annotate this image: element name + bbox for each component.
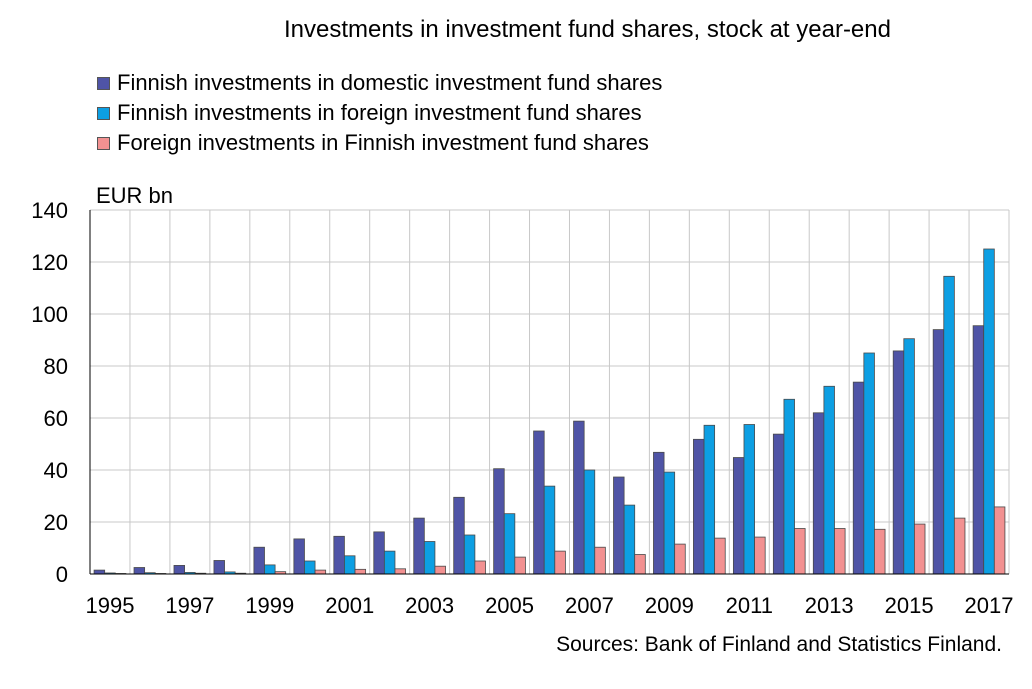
x-tick-label: 1997 bbox=[165, 593, 214, 618]
bar-2011-series-0 bbox=[733, 458, 744, 574]
bar-2008-series-1 bbox=[624, 505, 635, 574]
bar-2002-series-2 bbox=[395, 569, 406, 574]
bar-2012-series-1 bbox=[784, 399, 795, 574]
bar-2000-series-2 bbox=[315, 570, 326, 574]
bar-2001-series-2 bbox=[355, 569, 366, 574]
bar-2000-series-0 bbox=[294, 539, 305, 574]
x-tick-label: 1999 bbox=[245, 593, 294, 618]
y-tick-label: 100 bbox=[31, 302, 68, 327]
bar-2004-series-0 bbox=[454, 497, 465, 574]
bar-2003-series-0 bbox=[414, 518, 425, 574]
bar-2004-series-2 bbox=[475, 561, 486, 574]
bar-2014-series-2 bbox=[874, 529, 885, 574]
bar-2006-series-1 bbox=[544, 486, 555, 574]
x-tick-label: 2001 bbox=[325, 593, 374, 618]
y-tick-label: 20 bbox=[44, 510, 68, 535]
bar-2009-series-0 bbox=[653, 452, 664, 574]
bar-2008-series-2 bbox=[635, 555, 646, 575]
bar-2006-series-0 bbox=[534, 431, 545, 574]
bar-2005-series-1 bbox=[504, 514, 515, 574]
x-tick-label: 2009 bbox=[645, 593, 694, 618]
bar-2004-series-1 bbox=[464, 535, 475, 574]
bar-2017-series-2 bbox=[994, 507, 1005, 574]
bar-2009-series-2 bbox=[675, 544, 686, 574]
x-tick-label: 2015 bbox=[885, 593, 934, 618]
y-tick-label: 80 bbox=[44, 354, 68, 379]
bar-2017-series-1 bbox=[984, 249, 995, 574]
y-tick-label: 40 bbox=[44, 458, 68, 483]
bar-2001-series-0 bbox=[334, 536, 345, 574]
bar-2014-series-0 bbox=[853, 382, 864, 574]
bar-2016-series-1 bbox=[944, 276, 955, 574]
bar-2015-series-0 bbox=[893, 351, 904, 574]
bar-2014-series-1 bbox=[864, 353, 875, 574]
bar-2012-series-0 bbox=[773, 434, 784, 574]
bar-2002-series-0 bbox=[374, 532, 385, 574]
bar-2007-series-0 bbox=[574, 421, 585, 574]
bar-2010-series-1 bbox=[704, 425, 715, 574]
bar-1995-series-0 bbox=[94, 570, 105, 574]
x-tick-label: 2013 bbox=[805, 593, 854, 618]
bar-2006-series-2 bbox=[555, 551, 566, 574]
x-tick-label: 2005 bbox=[485, 593, 534, 618]
y-tick-label: 140 bbox=[31, 198, 68, 223]
x-tick-label: 1995 bbox=[86, 593, 135, 618]
bar-2005-series-0 bbox=[494, 469, 505, 574]
bar-2011-series-2 bbox=[755, 537, 766, 574]
bar-2015-series-1 bbox=[904, 339, 915, 574]
bar-2000-series-1 bbox=[304, 561, 315, 574]
bar-2007-series-1 bbox=[584, 470, 595, 574]
bar-1998-series-0 bbox=[214, 560, 225, 574]
bar-2010-series-0 bbox=[693, 439, 704, 574]
x-tick-label: 2011 bbox=[726, 593, 773, 618]
bar-2002-series-1 bbox=[384, 551, 395, 574]
y-tick-label: 120 bbox=[31, 250, 68, 275]
bar-2011-series-1 bbox=[744, 425, 755, 575]
bar-2013-series-1 bbox=[824, 386, 835, 574]
bar-1996-series-0 bbox=[134, 568, 145, 575]
bar-2015-series-2 bbox=[914, 524, 925, 574]
bar-2017-series-0 bbox=[973, 326, 984, 574]
bar-2001-series-1 bbox=[344, 556, 355, 574]
bar-2016-series-0 bbox=[933, 330, 944, 574]
bar-2009-series-1 bbox=[664, 472, 675, 574]
bar-2003-series-2 bbox=[435, 566, 446, 574]
bar-1999-series-1 bbox=[265, 565, 276, 574]
x-tick-label: 2003 bbox=[405, 593, 454, 618]
bar-2007-series-2 bbox=[595, 547, 606, 574]
bar-2010-series-2 bbox=[715, 538, 726, 574]
source-note: Sources: Bank of Finland and Statistics … bbox=[556, 633, 1002, 657]
x-tick-label: 2017 bbox=[965, 593, 1014, 618]
bar-2003-series-1 bbox=[424, 542, 435, 575]
x-tick-label: 2007 bbox=[565, 593, 614, 618]
bar-2005-series-2 bbox=[515, 557, 526, 574]
bar-2013-series-0 bbox=[813, 413, 824, 574]
bar-2016-series-2 bbox=[954, 518, 965, 574]
y-tick-label: 60 bbox=[44, 406, 68, 431]
bar-2008-series-0 bbox=[614, 477, 625, 574]
bar-1999-series-0 bbox=[254, 547, 265, 574]
bar-2012-series-2 bbox=[795, 529, 806, 575]
bar-1997-series-0 bbox=[174, 565, 185, 574]
y-tick-label: 0 bbox=[56, 562, 68, 587]
bar-2013-series-2 bbox=[835, 529, 846, 575]
